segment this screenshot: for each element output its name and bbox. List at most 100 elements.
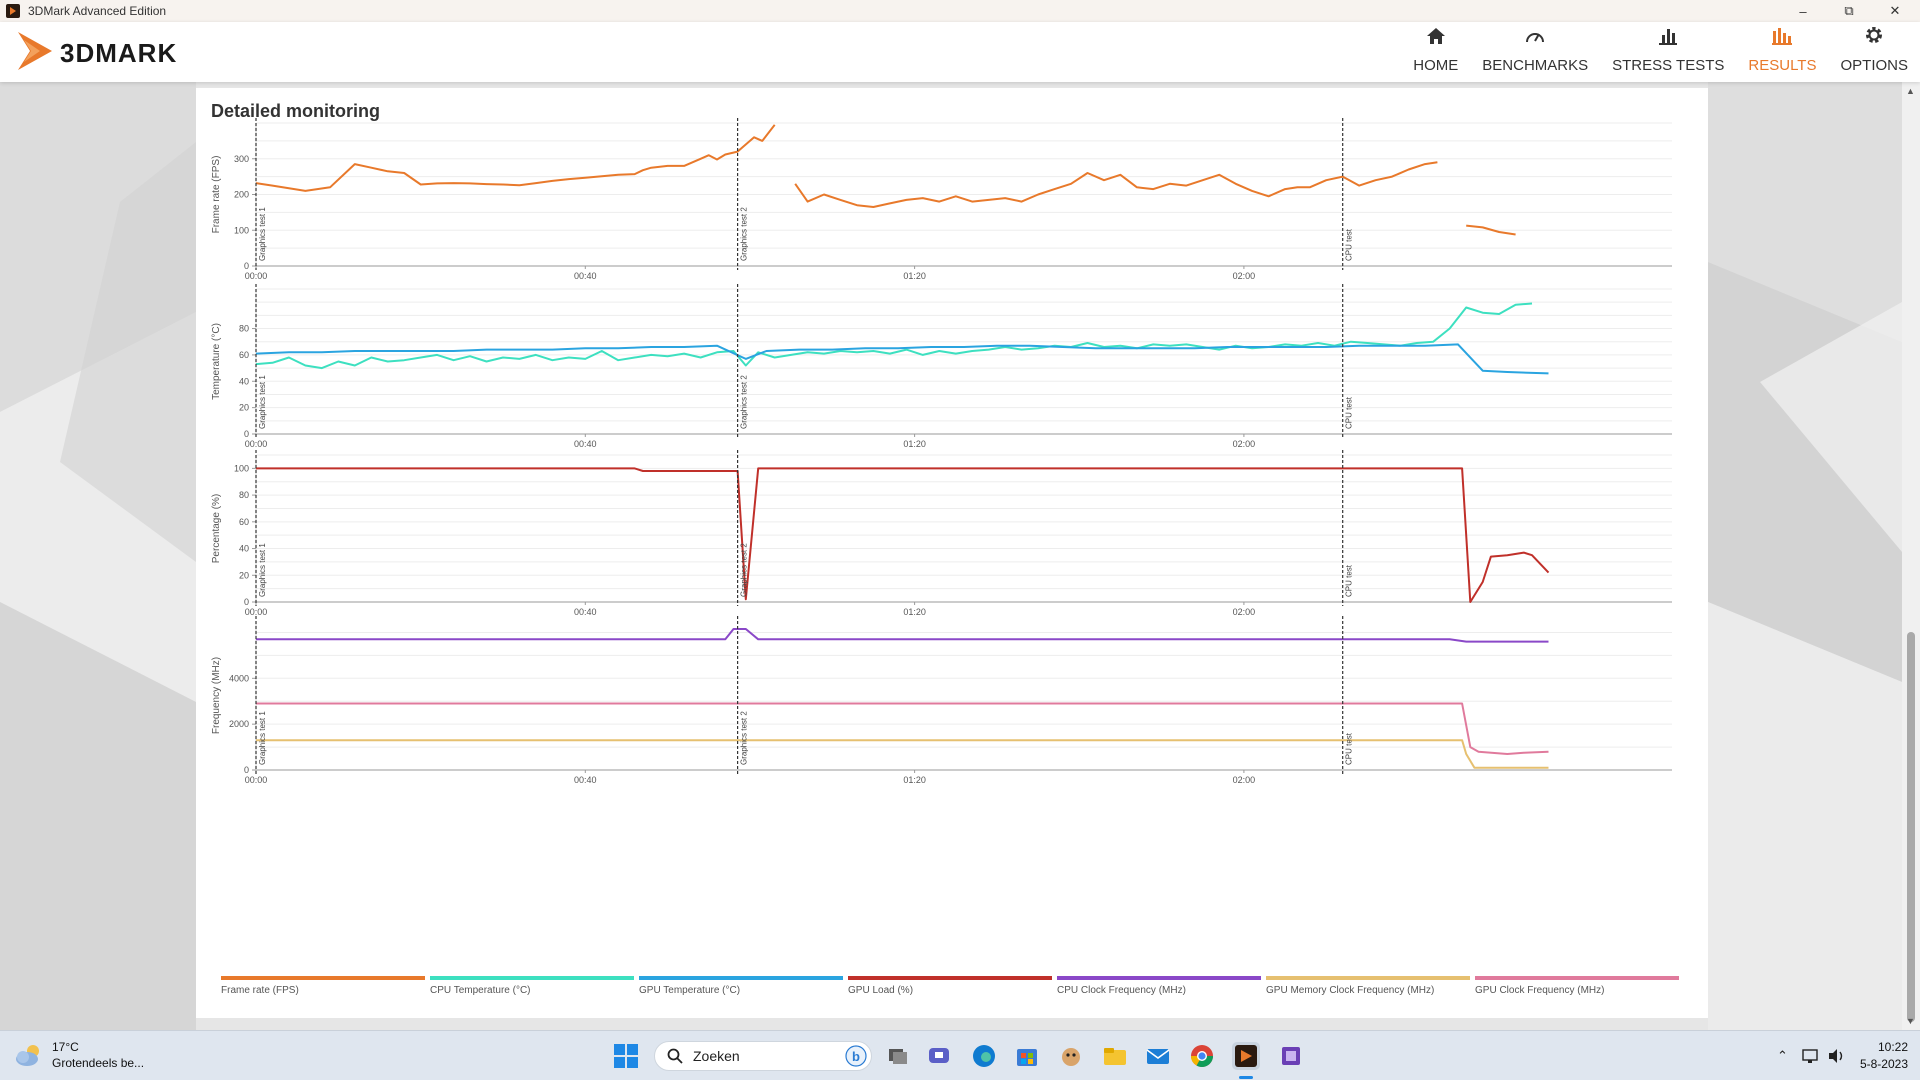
test-marker-label: CPU test — [1345, 396, 1354, 429]
nav-label: HOME — [1413, 57, 1459, 74]
y-tick-label: 200 — [234, 190, 249, 200]
x-tick-label: 00:00 — [245, 607, 268, 617]
scrollbar-thumb[interactable] — [1907, 632, 1915, 1022]
clock-date: 5-8-2023 — [1859, 1057, 1908, 1071]
chart-2: 0 20 40 60 80 Temperature (°C) 00:00 00:40 01:20… — [211, 284, 1672, 449]
windows-start-icon[interactable] — [614, 1044, 638, 1068]
brand-name: 3DMARK — [60, 38, 177, 68]
nav-label: OPTIONS — [1840, 57, 1908, 74]
edge-icon[interactable] — [970, 1042, 998, 1070]
clock[interactable]: 10:22 5-8-2023 — [1860, 1039, 1908, 1073]
panel-title: Detailed monitoring — [211, 101, 381, 121]
legend-swatch — [221, 976, 425, 980]
legend-label: GPU Temperature (°C) — [639, 985, 740, 996]
x-tick-label: 02:00 — [1233, 775, 1256, 785]
x-tick-label: 00:00 — [245, 775, 268, 785]
chat-icon[interactable] — [926, 1042, 954, 1070]
x-tick-label: 02:00 — [1233, 607, 1256, 617]
restore-button[interactable]: ⧉ — [1844, 3, 1854, 18]
series-line-cpu-clock-frequency-mhz- — [256, 628, 1549, 643]
y-tick-label: 4000 — [229, 673, 249, 683]
chart-3: 0 20 40 60 80 100 Percentage (%) 00:00 00:40 01:2… — [211, 450, 1672, 617]
y-tick-label: 0 — [244, 261, 249, 271]
results-icon — [1771, 27, 1793, 57]
x-tick-label: 01:20 — [903, 607, 926, 617]
y-tick-label: 0 — [244, 765, 249, 775]
nav-home[interactable]: HOME — [1401, 22, 1470, 82]
detailed-monitoring-panel: 0 100 200 300 Frame rate (FPS) 00:00 00:40 01:2… — [196, 88, 1708, 1018]
weather-widget[interactable]: 17°C Grotendeels be... — [14, 1039, 144, 1071]
task-view-icon[interactable] — [884, 1042, 912, 1070]
network-icon[interactable] — [1802, 1048, 1820, 1064]
x-tick-label: 01:20 — [903, 775, 926, 785]
home-icon — [1426, 27, 1446, 57]
volume-icon[interactable] — [1828, 1048, 1846, 1064]
test-marker-label: Graphics test 1 — [258, 375, 267, 429]
chart-1: 0 100 200 300 Frame rate (FPS) 00:00 00:40 01:2… — [211, 118, 1672, 281]
file-explorer-icon[interactable] — [1101, 1042, 1129, 1070]
window-title-bar: 3DMark Advanced Edition – ⧉ ✕ — [0, 0, 1920, 22]
y-tick-label: 20 — [239, 403, 249, 413]
3dmark-logo: 3DMARK — [18, 32, 177, 70]
nav-results[interactable]: RESULTS — [1736, 22, 1828, 82]
test-marker-label: Graphics test 1 — [258, 543, 267, 597]
app-header: 3DMARK HOME BENCHMARKS STRESS TESTS RESULTS… — [0, 22, 1920, 82]
legend-label: GPU Load (%) — [848, 985, 913, 996]
y-tick-label: 40 — [239, 544, 249, 554]
x-tick-label: 00:40 — [574, 271, 597, 281]
minimize-button[interactable]: – — [1799, 3, 1807, 19]
y-tick-label: 80 — [239, 490, 249, 500]
mail-icon[interactable] — [1144, 1042, 1172, 1070]
nav-label: BENCHMARKS — [1482, 57, 1589, 74]
y-tick-label: 40 — [239, 376, 249, 386]
x-tick-label: 01:20 — [903, 271, 926, 281]
cpu-z-icon[interactable] — [1277, 1042, 1305, 1070]
legend-swatch — [1475, 976, 1679, 980]
search-icon — [667, 1048, 683, 1064]
search-placeholder: Zoeken — [693, 1048, 740, 1064]
gauge-icon — [1525, 27, 1545, 57]
test-marker-label: CPU test — [1345, 732, 1354, 765]
y-axis-label: Percentage (%) — [211, 494, 222, 563]
store-icon[interactable] — [1013, 1042, 1041, 1070]
system-tray: ⌃ 10:22 5-8-2023 — [1777, 1037, 1908, 1075]
scroll-up-arrow-icon[interactable]: ▲ — [1906, 86, 1915, 96]
series-line-gpu-temperature-c- — [255, 343, 1549, 375]
show-hidden-icons-chevron-icon[interactable]: ⌃ — [1777, 1048, 1788, 1063]
legend-label: GPU Clock Frequency (MHz) — [1475, 985, 1604, 996]
series-line-cpu-temperature-c- — [255, 302, 1533, 370]
nav-stress-tests[interactable]: STRESS TESTS — [1600, 22, 1736, 82]
3dmark-icon[interactable] — [1232, 1042, 1260, 1070]
test-marker-label: Graphics test 1 — [258, 711, 267, 765]
x-tick-label: 00:40 — [574, 439, 597, 449]
test-marker-label: Graphics test 2 — [740, 543, 749, 597]
close-button[interactable]: ✕ — [1889, 3, 1901, 18]
series-line-gpu-load- — [256, 467, 1550, 603]
legend-swatch — [1266, 976, 1470, 980]
x-tick-label: 00:00 — [245, 439, 268, 449]
legend-label: Frame rate (FPS) — [221, 985, 299, 996]
legend-swatch — [1057, 976, 1261, 980]
nav-label: RESULTS — [1748, 57, 1817, 74]
x-tick-label: 00:40 — [574, 607, 597, 617]
window-title: 3DMark Advanced Edition — [28, 4, 167, 18]
test-marker-label: Graphics test 2 — [740, 711, 749, 765]
test-marker-label: CPU test — [1345, 228, 1354, 261]
gear-icon — [1864, 25, 1884, 57]
y-axis-label: Frame rate (FPS) — [211, 156, 222, 234]
taskbar-search[interactable]: Zoeken b — [654, 1041, 872, 1071]
scroll-down-arrow-icon[interactable]: ▼ — [1906, 1016, 1915, 1026]
chart-legend: Frame rate (FPS) CPU Temperature (°C) GPU … — [221, 976, 1679, 996]
game-icon[interactable] — [1057, 1042, 1085, 1070]
nav-benchmarks[interactable]: BENCHMARKS — [1470, 22, 1600, 82]
y-tick-label: 80 — [239, 324, 249, 334]
test-marker-label: CPU test — [1345, 564, 1354, 597]
chrome-icon[interactable] — [1188, 1042, 1216, 1070]
vertical-scrollbar[interactable]: ▲ ▼ — [1902, 82, 1920, 1030]
nav-options[interactable]: OPTIONS — [1828, 22, 1920, 82]
legend-swatch — [848, 976, 1052, 980]
nav-label: STRESS TESTS — [1612, 57, 1725, 74]
test-marker-label: Graphics test 2 — [740, 375, 749, 429]
x-tick-label: 00:00 — [245, 271, 268, 281]
